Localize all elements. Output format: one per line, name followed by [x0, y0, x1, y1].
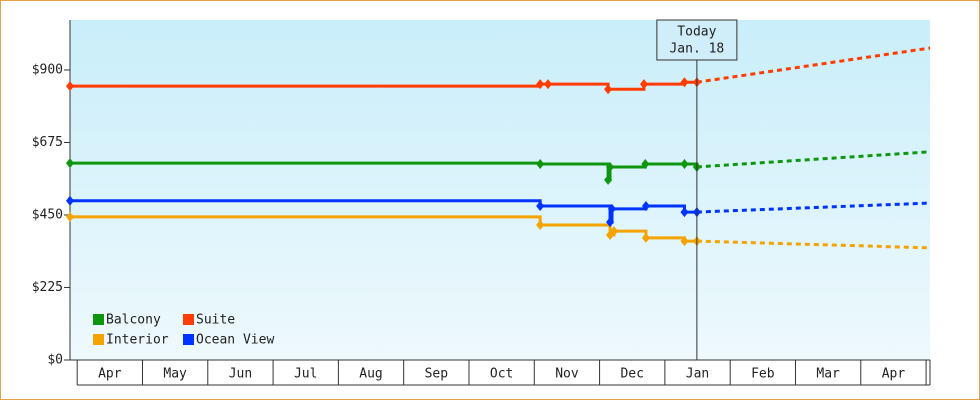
- x-tick-label: Jan: [686, 367, 709, 382]
- forecast-line: [696, 239, 931, 250]
- point: [641, 232, 650, 243]
- x-tick-label: Oct: [490, 367, 513, 382]
- x-tick-label: May: [163, 367, 187, 382]
- x-tick-label: Sep: [425, 367, 449, 382]
- legend-label: Interior: [106, 333, 169, 348]
- plot: $0 $225 $450 $675 $900 Apr May Jun Jul Aug Sep Oct N…: [32, 19, 931, 386]
- plot-area: [70, 20, 930, 360]
- x-tick-label: Jun: [229, 367, 252, 382]
- x-tick-label: Aug: [359, 367, 382, 382]
- point: [609, 226, 618, 237]
- point: [606, 161, 615, 172]
- legend-swatch: [183, 334, 194, 345]
- today-title: Today: [677, 25, 716, 40]
- point: [66, 211, 74, 222]
- point: [680, 236, 689, 247]
- point: [680, 159, 689, 170]
- y-tick-label: $675: [32, 135, 63, 150]
- point: [680, 207, 689, 218]
- y-tick-label: $225: [32, 280, 63, 295]
- point: [536, 159, 545, 170]
- legend-swatch: [183, 314, 194, 325]
- x-tick-label: Apr: [98, 367, 122, 382]
- point: [536, 79, 545, 90]
- point: [536, 219, 545, 230]
- x-tick-label: Feb: [751, 367, 775, 382]
- x-tick-label: Nov: [555, 367, 579, 382]
- forecast-line: [696, 150, 931, 169]
- point: [641, 200, 650, 211]
- x-tick-label: Mar: [816, 367, 840, 382]
- x-tick-label: Jul: [294, 367, 317, 382]
- forecast-line: [696, 201, 931, 214]
- x-tick-label: Dec: [620, 367, 643, 382]
- point: [604, 84, 613, 95]
- point: [66, 158, 74, 169]
- point: [639, 79, 648, 90]
- forecast-line: [696, 46, 931, 84]
- y-tick-label: $450: [32, 207, 63, 222]
- point: [680, 77, 689, 88]
- legend-swatch: [93, 314, 104, 325]
- point: [606, 217, 615, 228]
- point: [641, 159, 650, 170]
- point: [66, 81, 74, 92]
- legend-label: Ocean View: [196, 333, 274, 348]
- legend-swatch: [93, 334, 104, 345]
- today-date: Jan. 18: [669, 42, 724, 57]
- legend-label: Balcony: [106, 313, 161, 328]
- legend-label: Suite: [196, 313, 235, 328]
- x-tick-label: Apr: [882, 367, 906, 382]
- y-tick-label: $900: [32, 62, 63, 77]
- point: [536, 200, 545, 211]
- today-box: [656, 19, 738, 61]
- point: [66, 195, 74, 206]
- point: [607, 203, 616, 214]
- point: [543, 79, 552, 90]
- point: [604, 174, 613, 185]
- y-tick-label: $0: [47, 353, 63, 368]
